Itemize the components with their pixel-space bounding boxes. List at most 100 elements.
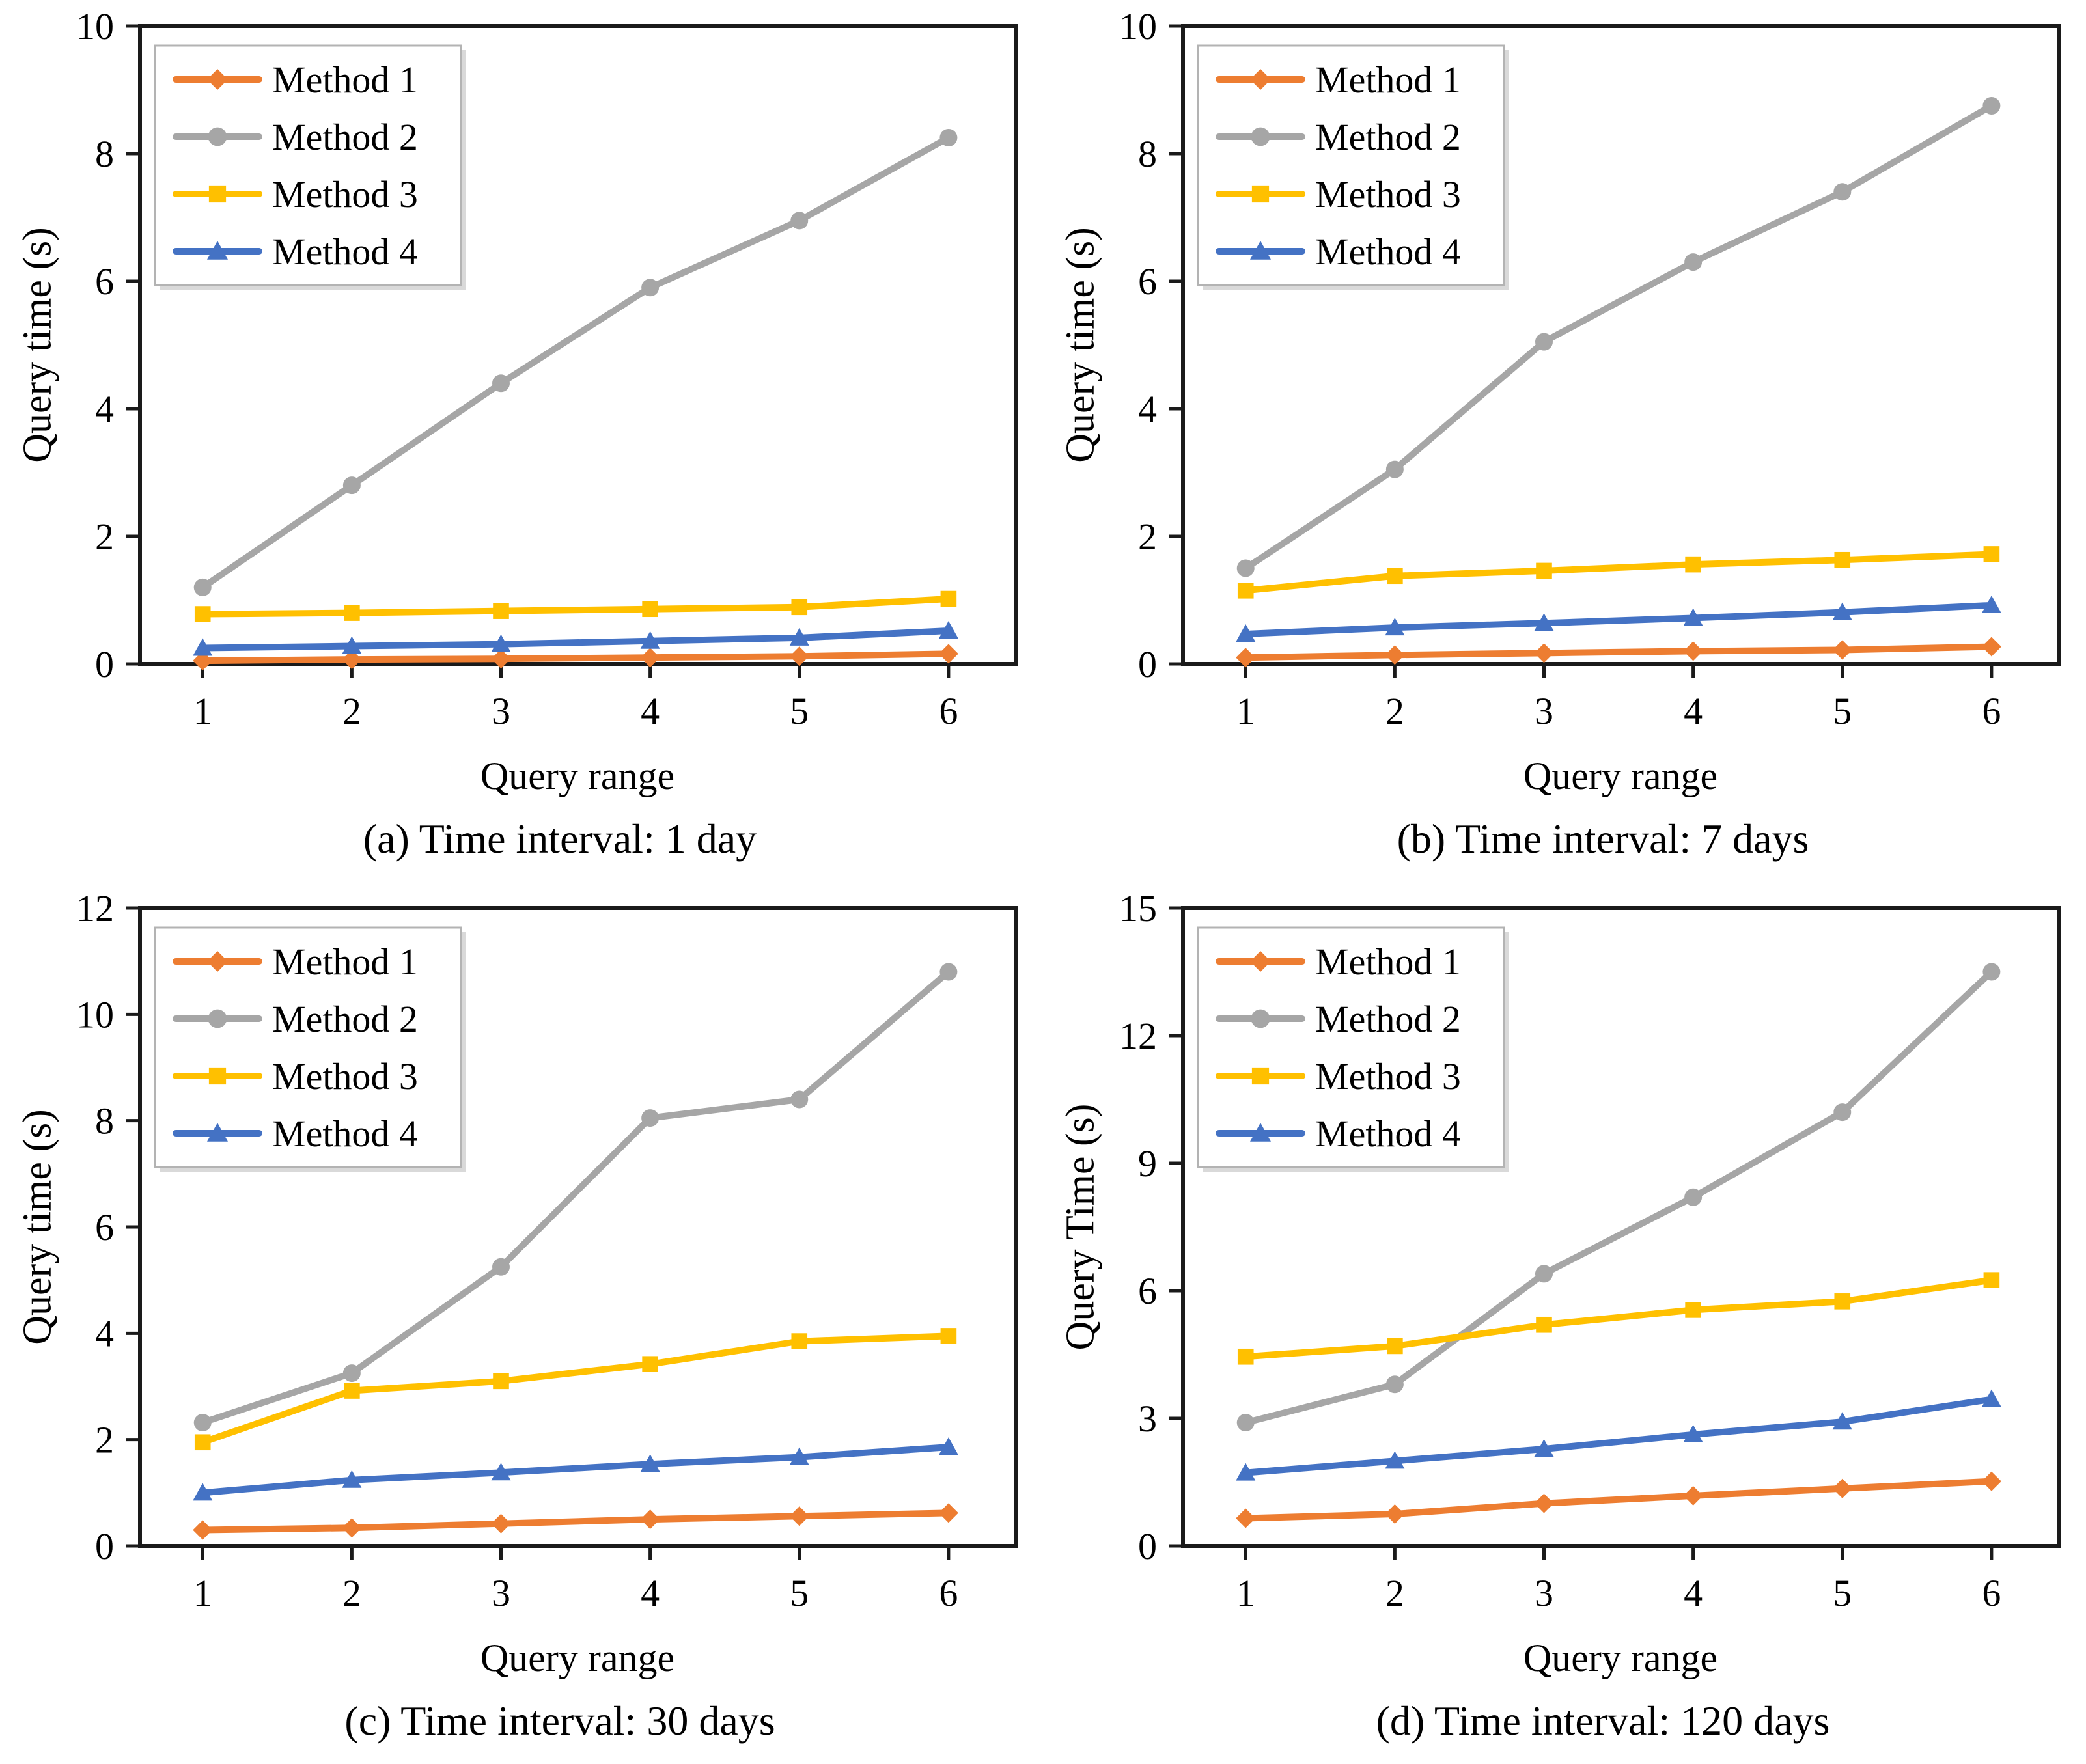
legend-label: Method 3 [1315, 1055, 1461, 1097]
y-tick-label: 15 [1119, 887, 1157, 930]
legend-marker-diamond [1250, 69, 1271, 90]
data-point-marker [193, 578, 212, 596]
series-line [1242, 969, 1995, 1426]
x-tick-label: 3 [492, 690, 510, 732]
data-point-marker [1685, 1302, 1701, 1318]
legend-marker-triangle [1250, 1123, 1271, 1142]
data-point-marker [1834, 551, 1851, 568]
legend-label: Method 4 [272, 1112, 418, 1155]
legend-marker-circle [208, 1009, 227, 1028]
legend-item: Method 3 [1216, 1055, 1461, 1097]
data-point-marker [1981, 1389, 2001, 1407]
series-method-1 [1236, 637, 2001, 668]
legend-label: Method 3 [272, 173, 418, 215]
y-tick-label: 6 [95, 260, 114, 303]
data-point-marker [1832, 640, 1852, 660]
data-point-marker [1536, 562, 1552, 579]
series-method-2 [193, 963, 958, 1432]
series-line [199, 650, 952, 665]
data-point-marker [1387, 568, 1403, 585]
legend-item: Method 2 [173, 998, 418, 1040]
y-tick-label: 6 [95, 1206, 114, 1248]
data-point-marker [939, 963, 958, 981]
data-point-marker [1981, 637, 2001, 657]
data-point-marker [641, 279, 660, 297]
x-tick-label: 6 [1982, 690, 2001, 732]
data-point-marker [790, 212, 809, 230]
data-point-marker [193, 651, 213, 671]
legend-label: Method 1 [272, 941, 418, 983]
legend-label: Method 3 [1315, 173, 1461, 215]
legend: Method 1 Method 2 Method 3 Method 4 [154, 926, 466, 1172]
data-point-marker [789, 627, 809, 646]
data-point-marker [491, 649, 511, 669]
y-tick-label: 2 [1138, 516, 1157, 558]
data-point-marker [939, 129, 958, 146]
data-point-marker [938, 1437, 958, 1455]
x-tick-label: 2 [342, 690, 361, 732]
legend-item: Method 1 [1216, 941, 1461, 983]
data-point-marker [640, 631, 660, 649]
y-tick-label: 8 [95, 133, 114, 175]
x-tick-label: 1 [1236, 690, 1255, 732]
legend-label: Method 4 [272, 230, 418, 273]
y-tick-label: 6 [1138, 260, 1157, 303]
legend: Method 1 Method 2 Method 3 Method 4 [154, 44, 466, 290]
y-tick-label: 8 [1138, 133, 1157, 175]
x-axis-label: Query range [480, 1636, 675, 1679]
legend-label: Method 2 [272, 116, 418, 158]
data-point-marker [493, 603, 509, 619]
x-axis-label: Query range [480, 754, 675, 797]
data-point-marker [1832, 602, 1852, 620]
data-point-marker [342, 1364, 361, 1383]
subplot-caption: (c) Time interval: 30 days [344, 1698, 775, 1744]
x-tick-label: 5 [1833, 1572, 1852, 1614]
data-point-marker [342, 636, 362, 654]
data-point-marker [938, 1503, 958, 1523]
legend-marker-square [208, 1067, 227, 1085]
series-line [1242, 1396, 1995, 1476]
y-axis-label: Query time (s) [15, 1109, 60, 1345]
x-tick-label: 3 [1535, 1572, 1553, 1614]
subplot-caption: (a) Time interval: 1 day [363, 816, 757, 862]
x-tick-label: 4 [1684, 1572, 1703, 1614]
series-line [199, 1509, 952, 1534]
legend-box [154, 44, 462, 286]
data-point-marker [1683, 608, 1703, 626]
y-tick-label: 9 [1138, 1142, 1157, 1185]
data-point-marker [491, 1463, 511, 1481]
data-point-marker [1534, 1439, 1554, 1457]
data-point-marker [640, 1454, 660, 1472]
legend-marker-diamond [1250, 951, 1271, 972]
data-point-marker [1236, 648, 1256, 668]
legend-item: Method 1 [1216, 59, 1461, 101]
data-point-marker [193, 1483, 213, 1501]
legend-item: Method 3 [173, 1055, 418, 1097]
data-point-marker [342, 1470, 362, 1488]
x-tick-label: 1 [193, 690, 212, 732]
data-point-marker [938, 621, 958, 639]
y-tick-label: 6 [1138, 1270, 1157, 1312]
x-tick-label: 5 [790, 1572, 809, 1614]
y-tick-label: 12 [76, 887, 114, 930]
legend-box [154, 926, 462, 1168]
legend-item: Method 4 [1216, 230, 1461, 273]
data-point-marker [344, 1383, 360, 1399]
legend-label: Method 4 [1315, 230, 1461, 273]
data-point-marker [1385, 618, 1405, 636]
series-method-1 [193, 1503, 958, 1540]
x-tick-label: 5 [1833, 690, 1852, 732]
data-point-marker [640, 648, 660, 668]
data-point-marker [791, 1333, 808, 1349]
data-point-marker [1535, 333, 1553, 351]
legend-label: Method 4 [1315, 1112, 1461, 1155]
data-point-marker [1385, 645, 1405, 665]
data-point-marker [1236, 1508, 1256, 1528]
y-tick-label: 0 [95, 643, 114, 685]
data-point-marker [938, 644, 958, 664]
chart-panel-b: 0 2 4 6 8 10 1 2 3 4 5 6 Method 1 Method 2 Method 3 Met… [1043, 0, 2086, 882]
data-point-marker [193, 1520, 213, 1540]
